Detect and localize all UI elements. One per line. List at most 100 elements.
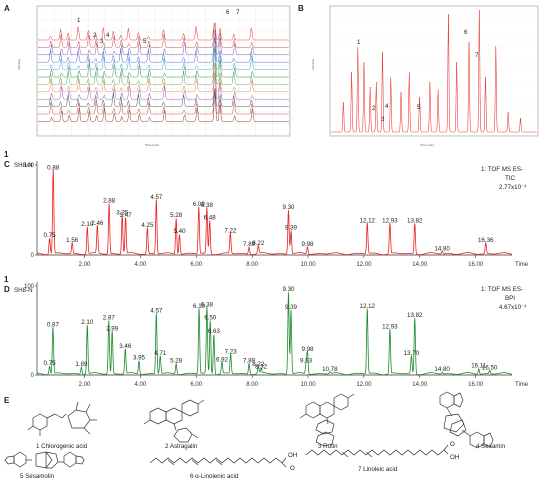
peak-label: 8.22: [252, 361, 265, 368]
panel-a-peak-labels: 1 234 5 6 7: [77, 9, 240, 45]
peak-label: 2.87: [103, 315, 116, 322]
peak-label: 16.50: [482, 364, 498, 371]
panel-d: 1 D SH8-N 1: TOF MS ES- BPI 4.67x10⁻³ 0 1…: [4, 275, 529, 388]
panel-c-label: C: [4, 160, 10, 169]
panel-c-sample-name: SH8-N: [14, 162, 33, 169]
x-tick-label: 8.00: [246, 262, 258, 268]
compound-label-7: 7 Linoleic acid: [358, 466, 398, 473]
chromatogram-line: [36, 169, 513, 256]
peak-number-label: 2: [372, 105, 376, 112]
peak-label: 16.36: [478, 237, 494, 244]
overlay-trace: [38, 37, 289, 63]
peak-label: 8.22: [252, 240, 265, 247]
peak-number-label: 5: [417, 104, 421, 111]
peak-label: 3.47: [120, 212, 133, 219]
peak-label: 0.88: [47, 164, 60, 171]
peak-label: 13.70: [404, 350, 420, 357]
panel-d-corner-number: 1: [4, 275, 9, 284]
peak-label: 9.98: [301, 346, 314, 353]
overlay-trace: [38, 48, 289, 70]
x-tick-label: 14.00: [412, 262, 428, 268]
panel-e: E 1 Chlorogenic acid 2 Astragalin: [4, 391, 506, 480]
panel-c-corner-number: 1: [4, 150, 9, 159]
overlay-trace: [38, 22, 289, 41]
panel-b-x-axis-label: Time (min): [420, 143, 434, 147]
x-tick-label: 4.00: [135, 382, 147, 388]
peak-label: 9.93: [300, 357, 313, 364]
peak-number-label: 7: [475, 52, 479, 59]
peak-label: 7.22: [224, 227, 237, 234]
peak-label: 12.12: [360, 217, 376, 224]
peak-label: 6.38: [201, 202, 214, 209]
x-tick-label: 12.00: [356, 262, 372, 268]
peak-label: 9.30: [282, 204, 295, 211]
peak-label: 16.11: [471, 363, 487, 370]
peak-label: 3.95: [133, 355, 146, 362]
peak-number-label: 3: [100, 38, 104, 45]
overlay-trace: [38, 46, 289, 78]
peak-label: 12.12: [360, 303, 376, 310]
overlay-trace: [38, 88, 289, 107]
peak-number-label: 2: [93, 32, 97, 39]
x-tick-label: 8.00: [246, 382, 258, 388]
peak-number-label: 3: [381, 116, 385, 123]
chromatogram-trace: [331, 9, 537, 133]
sesamin-structure: [439, 391, 494, 449]
x-tick-label: 6.00: [190, 382, 202, 388]
compound-label-4: 4 Sesamin: [476, 443, 506, 450]
panel-a: A Intensity Time (min) 1 234 5 6 7: [4, 4, 291, 147]
x-tick-label: 6.00: [190, 262, 202, 268]
y-tick-label: 100: [24, 284, 35, 290]
x-axis-label: Time: [515, 262, 529, 268]
panel-c: 1 C SH8-N 1: TOF MS ES- TIC 2.77x10⁻³ 0 1…: [4, 150, 529, 268]
overlay-trace: [38, 64, 289, 93]
peak-label: 14.80: [434, 366, 450, 373]
compound-label-1: 1 Chlorogenic acid: [36, 443, 88, 450]
peak-label: 6.50: [204, 315, 217, 322]
peak-label: 6.09: [193, 201, 206, 208]
panel-a-y-axis-label: Intensity: [17, 58, 21, 70]
panel-c-scale: 2.77x10⁻³: [499, 184, 526, 191]
overlay-trace: [38, 30, 289, 56]
peak-label: 9.30: [282, 286, 295, 293]
overlay-trace: [38, 63, 289, 85]
peak-number-label: 1: [77, 17, 81, 24]
x-tick-label: 4.00: [135, 262, 147, 268]
sesamolin-structure: [4, 451, 85, 469]
panel-d-sample-name: SH8-N: [14, 287, 33, 294]
peak-number-label: 1: [357, 39, 361, 46]
peak-label: 3.46: [119, 343, 132, 350]
carboxyl-o-label-6: O: [290, 465, 295, 472]
x-axis-label: Time: [515, 382, 529, 388]
carboxyl-oh-label-6: OH: [288, 452, 297, 459]
peak-label: 4.57: [150, 194, 163, 201]
peak-label: 6.38: [201, 301, 214, 308]
panel-d-mode-line1: 1: TOF MS ES-: [481, 286, 523, 293]
panel-c-mode-line1: 1: TOF MS ES-: [481, 166, 523, 173]
peak-number-label: 5: [143, 38, 147, 45]
peak-number-label: 6: [464, 29, 468, 36]
panel-c-mode-line2: TIC: [505, 175, 515, 182]
peak-label: 2.10: [81, 319, 94, 326]
peak-label: 1.89: [75, 361, 88, 368]
x-tick-label: 10.00: [301, 262, 317, 268]
peak-label: 7.23: [225, 348, 238, 355]
panel-d-mode-line2: BPI: [505, 295, 515, 302]
peak-label: 4.57: [150, 307, 163, 314]
y-tick-label: 0: [31, 253, 35, 259]
peak-number-label: 4: [385, 103, 389, 110]
peak-number-label: 7: [236, 9, 240, 16]
overlay-trace: [38, 72, 289, 100]
panel-c-peak-labels: 0.75 0.88 1.56 2.102.46 2.883.353.47 4.25 4.57…: [44, 164, 494, 252]
y-tick-label: 0: [31, 373, 35, 379]
linoleic-acid-structure: [305, 444, 449, 458]
panel-d-axes: 0 100 2.00 4.00 6.00 8.00 10.00 12.00 14.00 16.00…: [24, 282, 529, 388]
peak-label: 0.75: [44, 232, 57, 239]
compound-label-3: 3 Rutin: [318, 443, 338, 450]
peak-number-label: 4: [106, 32, 110, 39]
peak-label: 5.28: [170, 212, 183, 219]
peak-label: 0.75: [44, 360, 57, 367]
panel-b-frame: [329, 5, 539, 137]
peak-label: 8.32: [255, 364, 268, 371]
panel-d-trace: [36, 292, 513, 376]
